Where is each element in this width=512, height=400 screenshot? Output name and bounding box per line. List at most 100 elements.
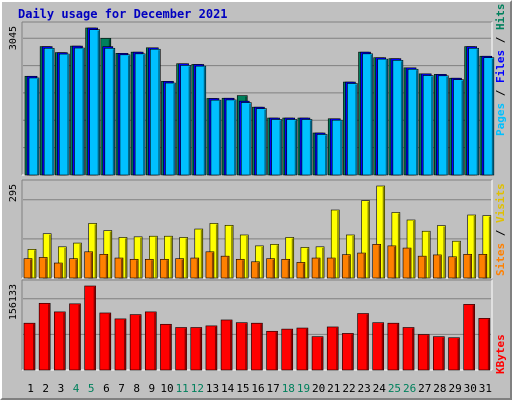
visits-sites-bar-shade [170,237,172,278]
visits-sites-bar-shade [393,246,396,278]
legend-bottom-part: KBytes [494,334,507,374]
visits-sites-bar-sites-30 [463,253,472,279]
kbytes-bar-kbytes-27 [417,334,430,371]
kbytes-bar-shade [487,319,490,370]
hits-files-pages-bar-shade [491,58,494,175]
kbytes-bar-shade [154,312,156,370]
visits-sites-bar-sites-31 [478,253,488,279]
visits-sites-bar-shade [242,260,244,278]
kbytes-bar-kbytes-5 [84,285,96,371]
hits-files-pages-bar-pages-24 [377,58,389,176]
kbytes-bar-shade [139,315,141,370]
hits-files-pages-bar-shade [249,103,251,175]
visits-sites-bar-shade [140,237,142,278]
hits-files-pages-bar-pages-25 [392,60,404,176]
visits-sites-bar-shade [231,226,233,278]
visits-sites-bar-shade [181,259,184,278]
legend-top-part: Hits [494,4,507,31]
kbytes-bar-kbytes-21 [326,326,339,371]
visits-sites-bar-shade [215,224,218,278]
hits-files-pages-bar-shade [218,101,221,175]
visits-sites-bar-shade [124,238,127,278]
kbytes-bar-kbytes-9 [144,311,157,371]
hits-files-pages-bar-shade [52,49,54,175]
hits-files-pages-bar-shade [112,49,115,175]
visits-sites-bar-shade [94,224,97,278]
visits-sites-bar-shade [64,247,66,278]
x-tick-label-20: 20 [312,382,325,395]
hits-files-pages-bar-pages-10 [165,82,176,176]
kbytes-bar-shade [305,329,308,370]
visits-sites-bar-shade [60,264,62,278]
hits-files-pages-bar-shade [234,100,236,175]
hits-files-pages-bar-pages-13 [210,99,222,176]
x-tick-label-12: 12 [191,382,204,395]
hits-files-pages-bar-pages-5 [89,29,100,176]
kbytes-bar-kbytes-30 [463,304,475,371]
x-tick-label-16: 16 [251,382,264,395]
kbytes-bar-shade [396,324,399,370]
visits-sites-bar-shade [105,255,108,278]
hits-files-pages-bar-shade [203,67,206,175]
hits-files-pages-bar-pages-8 [134,53,146,176]
hits-files-pages-bar-shade [400,61,403,175]
kbytes-bar-shade [199,328,202,370]
hits-files-pages-bar-shade [97,30,100,175]
x-tick-label-26: 26 [403,382,416,395]
legend-middle-part: Visits [494,183,507,223]
hits-files-pages-bar-pages-9 [149,48,161,176]
x-tick-label-21: 21 [327,382,340,395]
visits-sites-bar-sites-18 [281,258,291,279]
visits-sites-bar-shade [306,248,309,278]
x-tick-label-22: 22 [342,382,355,395]
x-tick-label-1: 1 [27,382,34,395]
hits-files-pages-bar-shade [355,84,357,175]
kbytes-bar-shade [169,325,171,370]
hits-files-pages-bar-shade [173,84,175,175]
hits-files-pages-bar-shade [127,55,130,175]
kbytes-bar-kbytes-1 [23,322,36,371]
kbytes-ymax-label: 156133 [8,284,19,320]
visits-sites-bar-shade [90,252,93,278]
visits-sites-bar-shade [348,255,350,278]
hits-files-pages-bar-pages-1 [28,77,40,176]
hits-files-pages-bar-shade [476,49,479,175]
hits-files-pages-bar-shade [461,80,464,175]
visits-sites-bar-shade [397,213,400,278]
hits-files-pages-bar-pages-16 [256,108,267,176]
hits-files-pages-bar-pages-2 [43,47,55,176]
x-tick-label-4: 4 [73,382,80,395]
visits-sites-bar-shade [302,263,305,278]
x-tick-label-5: 5 [88,382,95,395]
kbytes-bar-kbytes-22 [342,333,354,371]
kbytes-bar-kbytes-7 [114,318,127,371]
x-tick-label-11: 11 [176,382,189,395]
x-tick-label-15: 15 [236,382,249,395]
kbytes-bar-shade [184,328,187,370]
visits-sites-bar-sites-21 [326,257,336,279]
legend-middle-part: / [494,223,507,243]
visits-sites-bar-sites-12 [190,257,200,279]
visits-sites-bar-shade [382,187,385,278]
kbytes-bar-shade [108,313,111,370]
hits-files-pages-bar-pages-7 [119,54,131,176]
x-tick-label-18: 18 [282,382,295,395]
hits-files-pages-bar-pages-12 [195,65,207,176]
kbytes-bar-shade [245,323,247,370]
visits-sites-bar-shade [322,247,324,278]
kbytes-bar-kbytes-4 [69,303,81,371]
visits-sites-bar-shade [473,216,476,278]
hits-files-pages-ymax-label: 3045 [8,26,19,50]
visits-sites-bar-sites-13 [205,251,215,279]
hits-files-pages-bar-pages-29 [453,79,464,176]
visits-sites-bar-sites-11 [175,258,184,279]
hits-files-pages-bar-shade [67,55,69,175]
x-tick-label-30: 30 [464,382,477,395]
visits-sites-bar-sites-6 [99,253,109,279]
hits-files-pages-bar-pages-28 [438,75,449,176]
legend-top-part: / [494,83,507,103]
kbytes-bar-kbytes-2 [38,302,51,371]
x-tick-label-23: 23 [358,382,371,395]
hits-files-pages-bar-shade [385,60,388,175]
